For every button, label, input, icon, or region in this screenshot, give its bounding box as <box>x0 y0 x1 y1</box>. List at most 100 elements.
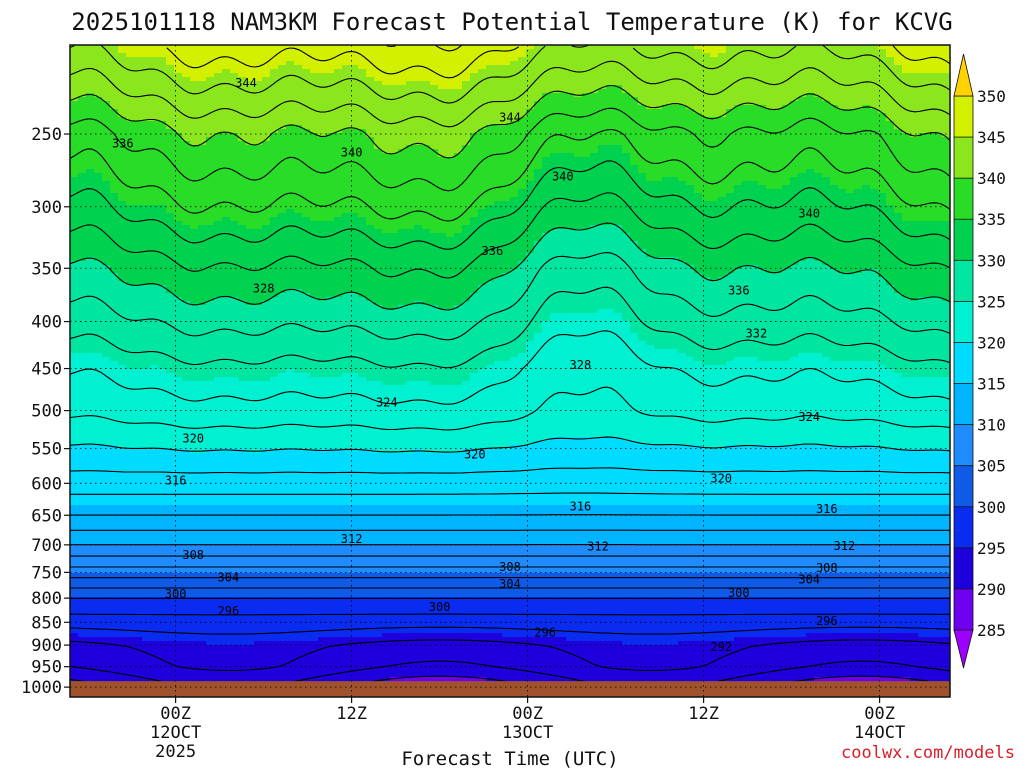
contour-band-cell <box>174 125 183 130</box>
contour-band-cell <box>758 173 767 178</box>
contour-band-cell <box>238 197 247 202</box>
contour-band-cell <box>214 53 223 58</box>
contour-band-cell <box>438 201 447 206</box>
contour-band-cell <box>678 201 687 206</box>
contour-band-cell <box>334 125 343 130</box>
contour-band-cell <box>494 101 503 106</box>
contour-band-cell <box>310 197 319 202</box>
contour-band-cell <box>246 165 255 170</box>
contour-band-cell <box>654 165 663 170</box>
contour-band-cell <box>622 193 631 198</box>
contour-band-cell <box>894 165 903 170</box>
contour-band-cell <box>638 129 647 134</box>
contour-band-cell <box>750 53 759 58</box>
contour-band-cell <box>846 165 855 170</box>
contour-band-cell <box>566 201 575 206</box>
contour-band-cell <box>862 137 871 142</box>
contour-band-cell <box>302 205 311 210</box>
contour-band-cell <box>574 181 583 186</box>
contour-band-cell <box>94 169 103 174</box>
contour-band-cell <box>238 101 247 106</box>
contour-band-cell <box>814 109 823 114</box>
contour-band-cell <box>430 129 439 134</box>
contour-band-cell <box>670 197 679 202</box>
contour-band-cell <box>294 53 303 58</box>
contour-band-cell <box>886 117 895 122</box>
contour-band-cell <box>886 181 895 186</box>
contour-band-cell <box>222 145 231 150</box>
contour-band-cell <box>654 133 663 138</box>
contour-band-cell <box>934 221 943 226</box>
contour-band-cell <box>86 165 95 170</box>
contour-band-cell <box>814 105 823 110</box>
contour-band-cell <box>630 213 639 218</box>
contour-band-cell <box>134 145 143 150</box>
contour-band-cell <box>806 61 815 66</box>
contour-band-cell <box>310 213 319 218</box>
contour-band-cell <box>662 209 671 214</box>
contour-band-cell <box>838 145 847 150</box>
contour-band-cell <box>470 213 479 218</box>
contour-band-cell <box>574 121 583 126</box>
contour-band-cell <box>366 81 375 86</box>
contour-band-cell <box>742 137 751 142</box>
contour-band-cell <box>310 117 319 122</box>
contour-band-cell <box>174 153 183 158</box>
contour-band-cell <box>894 45 903 50</box>
contour-band-cell <box>438 141 447 146</box>
contour-band-cell <box>870 93 879 98</box>
contour-band-cell <box>222 105 231 110</box>
contour-band-cell <box>774 141 783 146</box>
contour-band-cell <box>734 205 743 210</box>
contour-band-cell <box>294 61 303 66</box>
contour-band-cell <box>542 133 551 138</box>
contour-band-cell <box>158 149 167 154</box>
contour-band-cell <box>318 49 327 54</box>
contour-band-cell <box>150 157 159 162</box>
contour-band-cell <box>582 161 591 166</box>
contour-band-cell <box>318 129 327 134</box>
contour-band-cell <box>790 217 799 222</box>
contour-band-cell <box>494 109 503 114</box>
contour-band-cell <box>86 193 95 198</box>
contour-band-cell <box>862 209 871 214</box>
contour-band-cell <box>238 225 247 230</box>
contour-band-cell <box>670 69 679 74</box>
contour-band-cell <box>582 93 591 98</box>
contour-band-cell <box>678 105 687 110</box>
contour-band-cell <box>182 221 191 226</box>
contour-band-cell <box>798 145 807 150</box>
contour-band-cell <box>446 129 455 134</box>
contour-band-cell <box>462 85 471 90</box>
contour-band-cell <box>798 177 807 182</box>
contour-band-cell <box>918 197 927 202</box>
contour-band-cell <box>318 109 327 114</box>
contour-band-cell <box>830 173 839 178</box>
contour-band-cell <box>358 149 367 154</box>
contour-band-cell <box>246 49 255 54</box>
contour-band-cell <box>814 209 823 214</box>
contour-band-cell <box>574 137 583 142</box>
contour-band-cell <box>494 161 503 166</box>
contour-band-cell <box>214 101 223 106</box>
contour-band-cell <box>86 105 95 110</box>
contour-band-cell <box>150 113 159 118</box>
contour-band-cell <box>806 129 815 134</box>
contour-band-cell <box>614 193 623 198</box>
contour-band-cell <box>550 177 559 182</box>
contour-band-cell <box>614 45 623 50</box>
contour-band-cell <box>390 145 399 150</box>
contour-band-cell <box>102 117 111 122</box>
contour-band-cell <box>798 61 807 66</box>
contour-band-cell <box>214 73 223 78</box>
contour-band-cell <box>142 133 151 138</box>
contour-band-cell <box>694 221 703 226</box>
contour-band-cell <box>294 153 303 158</box>
contour-band-cell <box>390 221 399 226</box>
contour-band-cell <box>430 65 439 70</box>
contour-band-cell <box>750 181 759 186</box>
contour-band-cell <box>718 141 727 146</box>
contour-band-cell <box>582 217 591 222</box>
contour-band-cell <box>942 209 950 214</box>
contour-band-cell <box>654 53 663 58</box>
